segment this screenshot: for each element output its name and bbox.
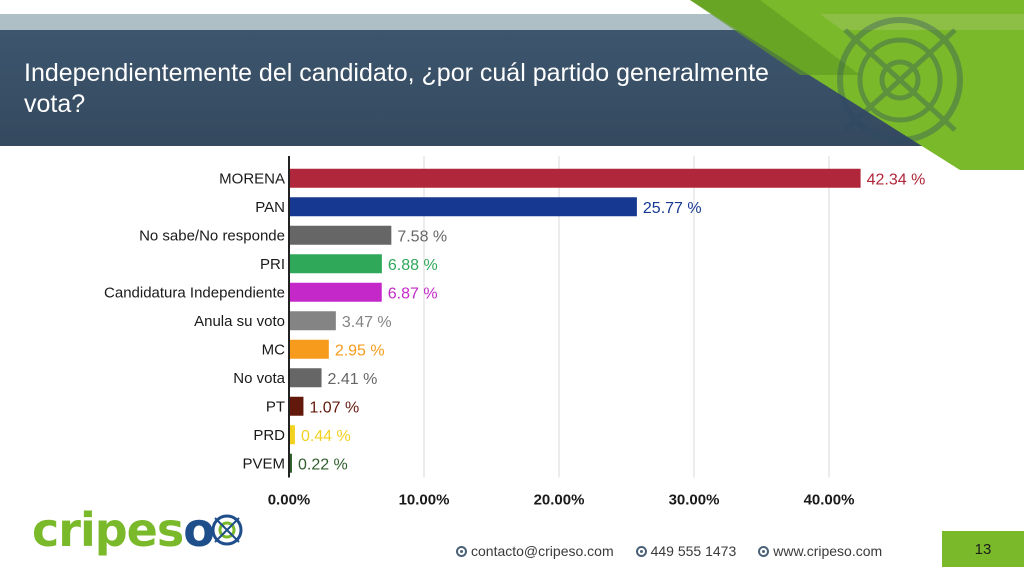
data-label: 6.87 % [388, 285, 438, 302]
category-label: PRI [260, 256, 285, 273]
category-label: Candidatura Independiente [104, 284, 285, 301]
category-label: PVEM [242, 455, 285, 472]
x-tick-label: 30.00% [669, 492, 720, 506]
email-icon [456, 545, 467, 557]
footer-email-text: contacto@cripeso.com [471, 543, 614, 559]
category-label: PRD [253, 427, 285, 444]
bar [289, 225, 392, 245]
data-label: 0.22 % [298, 456, 348, 473]
category-label: MC [262, 341, 285, 358]
bar [289, 168, 861, 188]
data-label: 3.47 % [342, 314, 392, 331]
logo-text-part1: cripes [32, 503, 184, 557]
bar-chart: 0.00% 10.00% 20.00% 30.00% 40.00% MORENA 42.34… [104, 156, 926, 506]
category-label: No sabe/No responde [139, 227, 285, 244]
bar [289, 254, 382, 274]
footer-web[interactable]: www.cripeso.com [758, 543, 882, 559]
x-tick-label: 10.00% [399, 492, 450, 506]
target-watermark-icon [837, 17, 963, 143]
category-label: PAN [255, 199, 285, 216]
data-label: 2.41 % [328, 371, 378, 388]
globe-icon [758, 545, 770, 557]
x-tick-label: 40.00% [804, 492, 855, 506]
page-number: 13 [942, 531, 1024, 567]
footer-phone[interactable]: 449 555 1473 [635, 543, 737, 559]
bar [289, 197, 637, 217]
logo-target-icon [211, 514, 243, 546]
category-label: PT [266, 398, 285, 415]
data-label: 1.07 % [309, 399, 359, 416]
corner-dark-stripe [690, 0, 860, 75]
logo-text: cripeso [32, 507, 215, 553]
data-label: 2.95 % [335, 342, 385, 359]
data-label: 7.58 % [397, 228, 447, 245]
category-label: No vota [233, 370, 285, 387]
bar [289, 339, 329, 359]
category-label: MORENA [219, 170, 285, 187]
bar [289, 425, 295, 445]
phone-icon [635, 545, 647, 557]
corner-decoration [690, 0, 1024, 170]
category-label: Anula su voto [194, 313, 285, 330]
corner-light-stripe [820, 14, 1024, 30]
cripeso-logo: cripeso [32, 500, 244, 560]
data-label: 0.44 % [301, 428, 351, 445]
footer-email[interactable]: contacto@cripeso.com [456, 543, 614, 559]
page-title: Independientemente del candidato, ¿por c… [24, 59, 769, 118]
logo-text-part2: o [183, 503, 215, 557]
bar [289, 311, 336, 331]
data-label: 6.88 % [388, 257, 438, 274]
x-tick-label: 0.00% [268, 492, 311, 506]
bar [289, 453, 292, 473]
x-tick-label: 20.00% [534, 492, 585, 506]
bar [289, 368, 322, 388]
footer-contacts: contacto@cripeso.com 449 555 1473 www.cr… [456, 540, 882, 562]
bar [289, 396, 304, 416]
bar [289, 282, 382, 302]
data-label: 25.77 % [643, 200, 702, 217]
footer-web-text: www.cripeso.com [773, 543, 883, 559]
data-label: 42.34 % [867, 171, 926, 188]
footer-phone-text: 449 555 1473 [650, 543, 737, 559]
